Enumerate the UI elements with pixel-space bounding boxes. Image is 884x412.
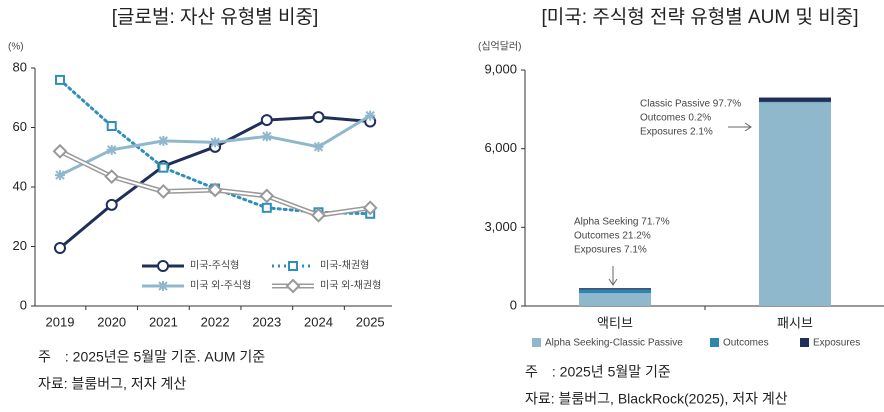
marker	[155, 184, 171, 199]
legend-label: Exposures	[813, 338, 860, 349]
note: 자료: 블룸버그, 저자 계산	[38, 376, 186, 392]
x-tick-label: 2019	[46, 314, 75, 329]
annotation: Outcomes 21.2%	[574, 231, 651, 242]
y-tick-label: 80	[13, 59, 27, 74]
marker	[259, 188, 275, 204]
marker	[105, 198, 118, 211]
marker	[260, 114, 273, 127]
marker	[106, 121, 117, 132]
marker	[55, 170, 65, 181]
y-tick-label: 9,000	[484, 61, 517, 76]
marker	[158, 135, 169, 146]
note: 주 : 2025년 5월말 기준	[525, 364, 671, 380]
legend-label: 미국-채권형	[320, 260, 369, 272]
marker	[311, 207, 326, 223]
x-tick-label: 2020	[97, 314, 126, 329]
marker	[261, 202, 272, 213]
bar-segment	[759, 97, 831, 102]
x-tick-label: 2022	[201, 314, 230, 329]
y-unit: (십억달러)	[478, 41, 521, 53]
marker	[158, 162, 169, 173]
legend-label: 미국 외-주식형	[190, 280, 251, 292]
marker	[158, 281, 168, 291]
legend-label: Alpha Seeking-Classic Passive	[545, 338, 683, 349]
marker	[210, 137, 221, 148]
y-tick-label: 40	[13, 178, 27, 193]
marker	[104, 169, 120, 185]
marker	[362, 200, 378, 216]
y-tick-label: 0	[510, 297, 517, 312]
x-tick-label: 2023	[252, 314, 281, 329]
bar-segment	[579, 293, 651, 306]
y-tick-label: 60	[13, 119, 27, 134]
legend-swatch	[710, 338, 719, 347]
bar-segment	[759, 102, 831, 306]
y-tick-label: 3,000	[484, 219, 517, 234]
marker	[312, 111, 325, 124]
y-unit: (%)	[8, 42, 24, 53]
annotation: Exposures 2.1%	[640, 127, 713, 138]
chart-title: [글로벌: 자산 유형별 비중]	[112, 6, 318, 28]
marker	[52, 143, 68, 159]
marker	[54, 241, 66, 254]
bar-segment	[579, 289, 651, 294]
arrow	[728, 122, 752, 132]
marker	[365, 110, 376, 121]
annotation: Outcomes 0.2%	[640, 113, 711, 124]
marker	[261, 131, 272, 142]
x-tick-label: 2025	[356, 314, 385, 329]
note: 자료: 블룸버그, BlackRock(2025), 저자 계산	[525, 391, 788, 407]
arrow	[608, 266, 618, 286]
bar-segment	[579, 288, 651, 290]
y-tick-label: 6,000	[484, 140, 517, 155]
legend-label: 미국-주식형	[190, 260, 239, 272]
annotation: Exposures 7.1%	[574, 245, 647, 256]
legend-swatch	[800, 338, 809, 347]
marker	[157, 260, 169, 272]
y-tick-label: 0	[20, 297, 27, 312]
marker	[288, 261, 298, 271]
marker	[55, 74, 65, 85]
x-tick-label: 2021	[149, 314, 178, 329]
legend-label: 미국 외-채권형	[320, 280, 381, 292]
note: 주 : 2025년은 5월말 기준. AUM 기준	[38, 349, 265, 365]
marker	[207, 182, 223, 198]
x-tick-label: 액티브	[597, 315, 633, 330]
series-line	[58, 115, 372, 250]
marker	[106, 144, 117, 155]
y-tick-label: 20	[13, 238, 27, 253]
marker	[313, 141, 324, 152]
annotation: Alpha Seeking 71.7%	[574, 217, 670, 228]
marker	[285, 278, 301, 294]
annotation: Classic Passive 97.7%	[640, 99, 741, 110]
x-tick-label: 2024	[304, 314, 333, 329]
chart-title: [미국: 주식형 전략 유형별 AUM 및 비중]	[542, 6, 859, 28]
x-tick-label: 패시브	[777, 315, 813, 330]
legend-swatch	[532, 338, 541, 347]
legend-label: Outcomes	[723, 338, 769, 349]
